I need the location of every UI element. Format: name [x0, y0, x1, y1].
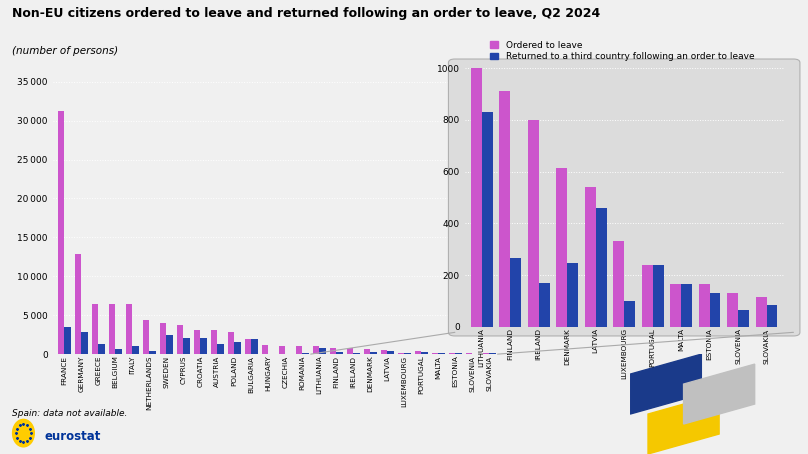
Polygon shape: [648, 394, 719, 454]
Text: eurostat: eurostat: [44, 429, 101, 443]
Bar: [160, 323, 166, 354]
Text: Spain: data not available.: Spain: data not available.: [12, 409, 128, 418]
Polygon shape: [630, 354, 701, 414]
Bar: [455, 353, 461, 354]
Bar: [353, 353, 360, 354]
Bar: [398, 353, 404, 354]
Bar: [319, 348, 326, 354]
Bar: [585, 187, 595, 327]
Bar: [211, 331, 217, 354]
Bar: [739, 310, 749, 327]
Bar: [133, 345, 139, 354]
Text: (number of persons): (number of persons): [12, 46, 118, 56]
Bar: [143, 320, 149, 354]
Bar: [109, 304, 116, 354]
Bar: [404, 353, 410, 354]
Bar: [482, 112, 493, 327]
Bar: [438, 353, 444, 354]
Bar: [528, 120, 539, 327]
Bar: [65, 327, 71, 354]
Bar: [421, 352, 427, 354]
Bar: [387, 350, 393, 354]
Bar: [471, 68, 482, 327]
Bar: [671, 284, 681, 327]
Bar: [330, 347, 336, 354]
Bar: [709, 293, 721, 327]
Polygon shape: [684, 364, 755, 424]
Bar: [296, 346, 302, 354]
Bar: [653, 265, 663, 327]
Bar: [431, 353, 438, 354]
Bar: [482, 353, 489, 354]
Bar: [126, 304, 133, 354]
Bar: [166, 335, 173, 354]
Bar: [177, 326, 183, 354]
Bar: [415, 351, 421, 354]
Bar: [510, 258, 521, 327]
Bar: [642, 265, 653, 327]
Bar: [613, 242, 624, 327]
Bar: [567, 263, 578, 327]
Bar: [262, 345, 268, 354]
Bar: [75, 255, 82, 354]
Bar: [370, 352, 377, 354]
Bar: [465, 353, 472, 354]
Bar: [245, 339, 251, 354]
Bar: [313, 346, 319, 354]
Bar: [595, 208, 607, 327]
Bar: [58, 111, 65, 354]
Bar: [217, 344, 224, 354]
Bar: [347, 348, 353, 354]
Bar: [279, 346, 285, 354]
Bar: [116, 349, 122, 354]
Bar: [624, 301, 635, 327]
Bar: [767, 305, 777, 327]
Bar: [539, 283, 549, 327]
Bar: [200, 338, 207, 354]
Bar: [557, 168, 567, 327]
Bar: [194, 331, 200, 354]
Bar: [381, 350, 387, 354]
Bar: [336, 352, 343, 354]
Bar: [183, 338, 190, 354]
Text: Non-EU citizens ordered to leave and returned following an order to leave, Q2 20: Non-EU citizens ordered to leave and ret…: [12, 7, 600, 20]
Bar: [699, 284, 709, 327]
Legend: Ordered to leave, Returned to a third country following an order to leave: Ordered to leave, Returned to a third co…: [490, 41, 754, 61]
Bar: [99, 344, 105, 354]
Bar: [302, 353, 309, 354]
Bar: [92, 304, 99, 354]
Bar: [234, 342, 241, 354]
Bar: [681, 284, 692, 327]
Bar: [82, 332, 88, 354]
Bar: [727, 293, 739, 327]
Bar: [228, 332, 234, 354]
Bar: [364, 349, 370, 354]
Bar: [149, 351, 156, 354]
Circle shape: [13, 419, 34, 447]
Bar: [448, 353, 455, 354]
Bar: [755, 297, 767, 327]
Bar: [499, 91, 510, 327]
Bar: [251, 339, 258, 354]
